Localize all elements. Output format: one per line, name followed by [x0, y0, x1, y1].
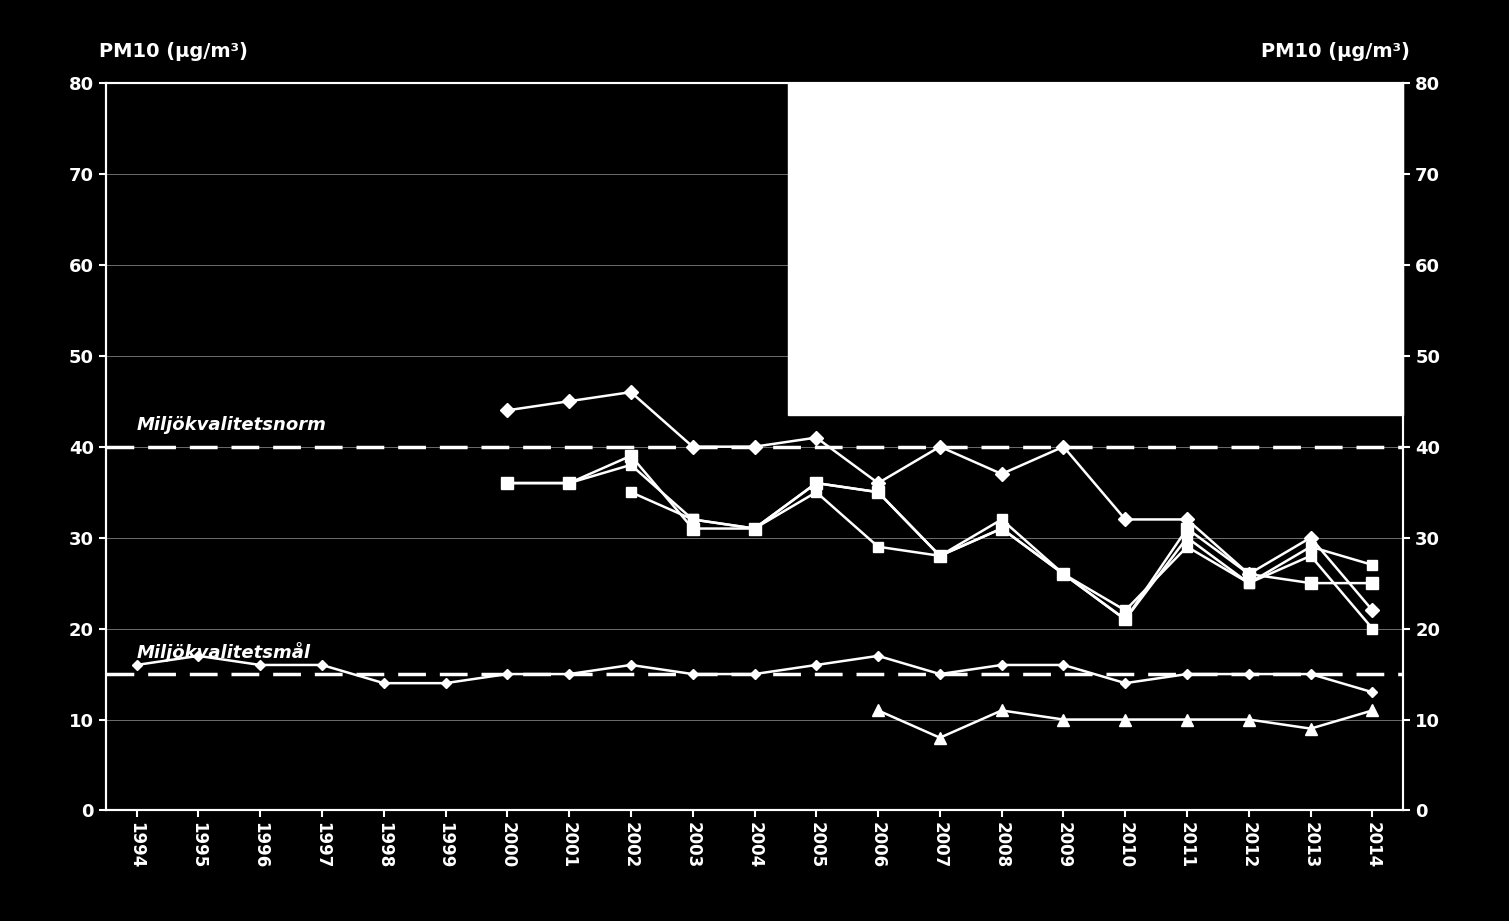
- Text: PM10 (μg/m³): PM10 (μg/m³): [1262, 42, 1409, 61]
- Bar: [789, 83, 1403, 414]
- Text: PM10 (μg/m³): PM10 (μg/m³): [100, 42, 247, 61]
- Text: Miljökvalitetsnorm: Miljökvalitetsnorm: [136, 416, 326, 435]
- Text: Miljökvalitetsmål: Miljökvalitetsmål: [136, 642, 311, 661]
